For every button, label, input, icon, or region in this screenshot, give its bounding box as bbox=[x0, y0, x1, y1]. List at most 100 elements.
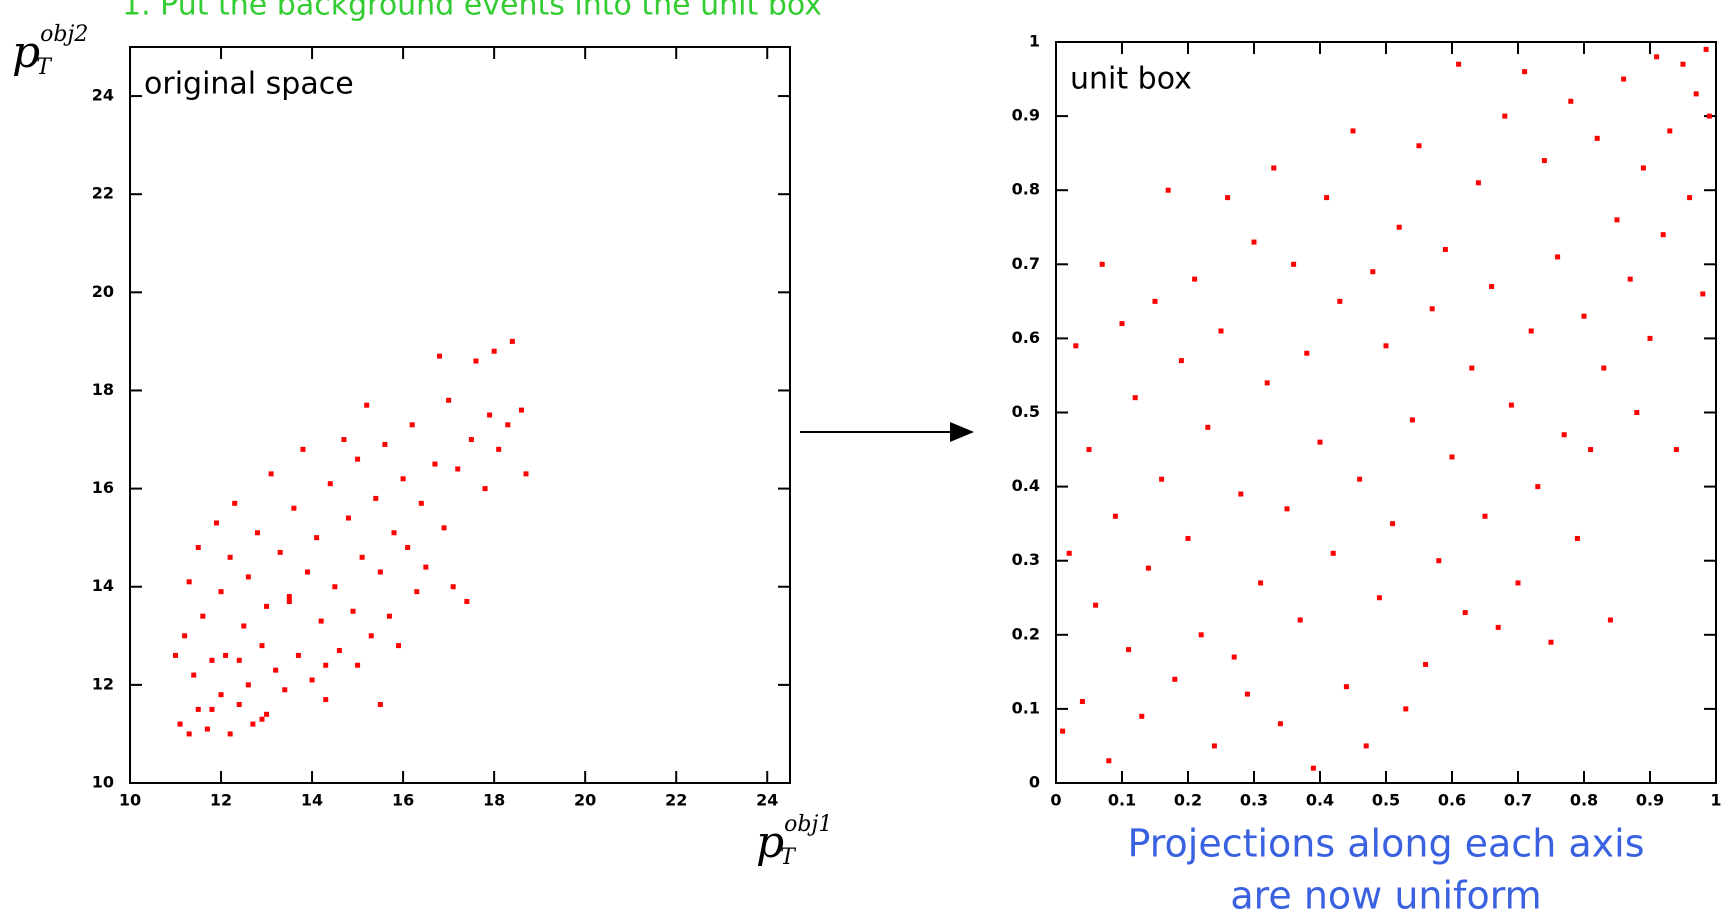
x-tick-label: 24 bbox=[756, 791, 778, 810]
point bbox=[1647, 335, 1653, 341]
point bbox=[1093, 602, 1099, 608]
point bbox=[1508, 402, 1514, 408]
point bbox=[1535, 484, 1541, 490]
point bbox=[232, 500, 238, 506]
point bbox=[286, 598, 292, 604]
note-line: Projections along each axis bbox=[1127, 822, 1644, 866]
point bbox=[1568, 98, 1574, 104]
point bbox=[1205, 424, 1211, 430]
axis-label: pobj1 T bbox=[756, 812, 832, 870]
point bbox=[446, 397, 452, 403]
y-tick-label: 24 bbox=[92, 86, 114, 105]
point bbox=[1607, 617, 1613, 623]
point bbox=[305, 569, 311, 575]
x-tick-label: 0.1 bbox=[1108, 791, 1136, 810]
point bbox=[1654, 54, 1660, 60]
point bbox=[1310, 765, 1316, 771]
point bbox=[291, 505, 297, 511]
point bbox=[245, 682, 251, 688]
axis-label-symbol: p bbox=[12, 27, 40, 78]
y-tick-label: 0.3 bbox=[1012, 550, 1040, 569]
point bbox=[400, 476, 406, 482]
x-tick-label: 0.7 bbox=[1504, 791, 1532, 810]
point bbox=[1640, 165, 1646, 171]
point bbox=[414, 589, 420, 595]
point bbox=[1442, 246, 1448, 252]
point bbox=[1297, 617, 1303, 623]
point bbox=[386, 613, 392, 619]
point bbox=[268, 471, 274, 477]
point bbox=[300, 446, 306, 452]
point bbox=[1304, 350, 1310, 356]
point bbox=[1581, 313, 1587, 319]
point bbox=[1211, 743, 1217, 749]
point bbox=[1258, 580, 1264, 586]
y-tick-label: 16 bbox=[92, 478, 114, 497]
y-tick-label: 0.8 bbox=[1012, 180, 1040, 199]
axis-label-sup: obj1 bbox=[784, 812, 832, 837]
y-tick-label: 22 bbox=[92, 184, 114, 203]
axis-label-symbol: p bbox=[756, 817, 784, 868]
x-tick-label: 18 bbox=[483, 791, 505, 810]
point bbox=[173, 652, 179, 658]
point bbox=[245, 574, 251, 580]
point bbox=[355, 456, 361, 462]
y-tick-label: 0.5 bbox=[1012, 402, 1040, 421]
point bbox=[318, 618, 324, 624]
point bbox=[432, 461, 438, 467]
point bbox=[350, 608, 356, 614]
point bbox=[1449, 454, 1455, 460]
y-tick-label: 0.4 bbox=[1012, 476, 1040, 495]
point bbox=[364, 402, 370, 408]
point bbox=[1277, 721, 1283, 727]
point bbox=[1383, 343, 1389, 349]
axis-label-sub: T bbox=[36, 55, 53, 80]
y-tick-label: 10 bbox=[92, 773, 114, 792]
x-tick-label: 20 bbox=[574, 791, 596, 810]
axis-label-sub: T bbox=[780, 845, 797, 870]
point bbox=[259, 643, 265, 649]
point bbox=[1231, 654, 1237, 660]
point bbox=[391, 530, 397, 536]
point bbox=[455, 466, 461, 472]
x-tick-label: 0.3 bbox=[1240, 791, 1268, 810]
y-tick-label: 14 bbox=[92, 576, 114, 595]
point bbox=[1145, 565, 1151, 571]
point bbox=[487, 412, 493, 418]
point bbox=[1667, 128, 1673, 134]
point bbox=[1548, 639, 1554, 645]
point bbox=[409, 422, 415, 428]
point bbox=[286, 594, 292, 600]
point bbox=[195, 706, 201, 712]
point bbox=[418, 500, 424, 506]
point bbox=[491, 348, 497, 354]
point bbox=[1264, 380, 1270, 386]
point bbox=[1079, 698, 1085, 704]
y-tick-label: 0.7 bbox=[1012, 254, 1040, 273]
point bbox=[1086, 447, 1092, 453]
point bbox=[377, 701, 383, 707]
point bbox=[1251, 239, 1257, 245]
point bbox=[1126, 647, 1132, 653]
point bbox=[1185, 535, 1191, 541]
point bbox=[1106, 758, 1112, 764]
point bbox=[218, 589, 224, 595]
point bbox=[1462, 610, 1468, 616]
point bbox=[236, 657, 242, 663]
point bbox=[327, 481, 333, 487]
point bbox=[373, 495, 379, 501]
point bbox=[1099, 261, 1105, 267]
point bbox=[1139, 713, 1145, 719]
point bbox=[1119, 321, 1125, 327]
point bbox=[1271, 165, 1277, 171]
point bbox=[295, 652, 301, 658]
point bbox=[1060, 728, 1066, 734]
point bbox=[1475, 180, 1481, 186]
point bbox=[1370, 269, 1376, 275]
point bbox=[195, 544, 201, 550]
point bbox=[509, 338, 515, 344]
y-tick-label: 20 bbox=[92, 282, 114, 301]
point bbox=[1693, 91, 1699, 97]
point bbox=[1703, 46, 1709, 52]
